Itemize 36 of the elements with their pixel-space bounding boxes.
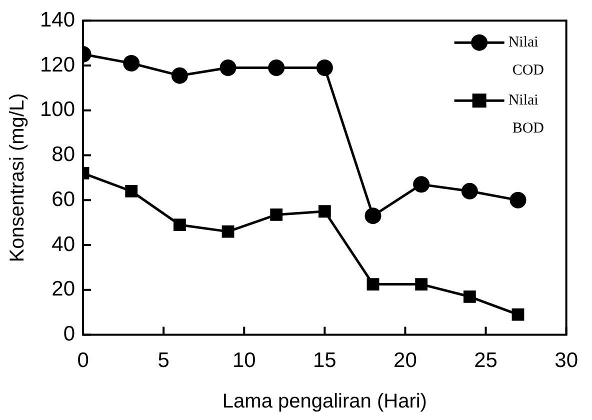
x-tick-label: 25 <box>474 349 498 372</box>
point <box>413 176 430 193</box>
x-tick-label: 15 <box>313 349 336 372</box>
point <box>463 290 476 303</box>
y-tick-label: 60 <box>52 188 76 211</box>
x-tick-label: 20 <box>394 349 417 372</box>
y-tick-label: 20 <box>52 278 76 301</box>
point <box>510 192 526 208</box>
point <box>415 278 428 291</box>
point <box>222 225 234 238</box>
x-tick-label: 30 <box>554 349 578 372</box>
point <box>316 59 333 76</box>
y-tick-label: 100 <box>40 98 76 122</box>
y-tick-label: 0 <box>63 322 76 346</box>
point <box>268 59 285 76</box>
point <box>318 205 331 218</box>
y-axis-title: Konsentrasi (mg/L) <box>6 93 29 262</box>
x-tick-label: 10 <box>232 349 256 372</box>
point <box>125 184 138 198</box>
y-tick-label: 140 <box>40 8 76 32</box>
y-tick-label: 120 <box>40 53 76 76</box>
x-axis-title: Lama pengaliran (Hari) <box>222 390 427 413</box>
point <box>123 54 140 72</box>
y-tick-label: 40 <box>52 232 76 256</box>
point <box>220 59 236 76</box>
y-tick-label: 80 <box>52 143 76 166</box>
point <box>512 308 524 321</box>
legend-label: Nilai BOD <box>508 92 544 137</box>
point <box>173 218 186 232</box>
point <box>461 182 478 200</box>
point <box>171 67 188 84</box>
x-tick-label: 5 <box>158 349 170 372</box>
point <box>364 208 382 224</box>
legend-label: Nilai COD <box>508 34 544 79</box>
point <box>270 208 283 221</box>
point <box>366 278 380 291</box>
